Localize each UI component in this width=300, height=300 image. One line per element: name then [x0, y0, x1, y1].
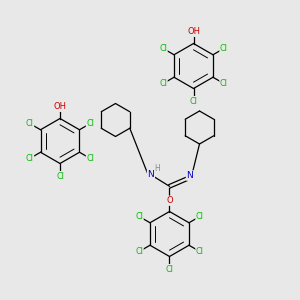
- Text: Cl: Cl: [190, 97, 197, 106]
- Text: Cl: Cl: [196, 212, 204, 221]
- Text: Cl: Cl: [86, 154, 94, 163]
- Text: OH: OH: [53, 102, 67, 111]
- Text: H: H: [154, 164, 160, 173]
- Text: Cl: Cl: [26, 154, 34, 163]
- Text: Cl: Cl: [220, 44, 228, 53]
- Text: N: N: [148, 170, 154, 179]
- Text: Cl: Cl: [159, 44, 167, 53]
- Text: Cl: Cl: [86, 119, 94, 128]
- Text: Cl: Cl: [166, 265, 173, 274]
- Text: Cl: Cl: [135, 212, 143, 221]
- Text: Cl: Cl: [220, 79, 228, 88]
- Text: Cl: Cl: [196, 247, 204, 256]
- Text: Cl: Cl: [26, 119, 34, 128]
- Text: O: O: [166, 196, 173, 205]
- Text: N: N: [187, 171, 193, 180]
- Text: Cl: Cl: [56, 172, 64, 181]
- Text: Cl: Cl: [135, 247, 143, 256]
- Text: Cl: Cl: [159, 79, 167, 88]
- Text: OH: OH: [187, 27, 200, 36]
